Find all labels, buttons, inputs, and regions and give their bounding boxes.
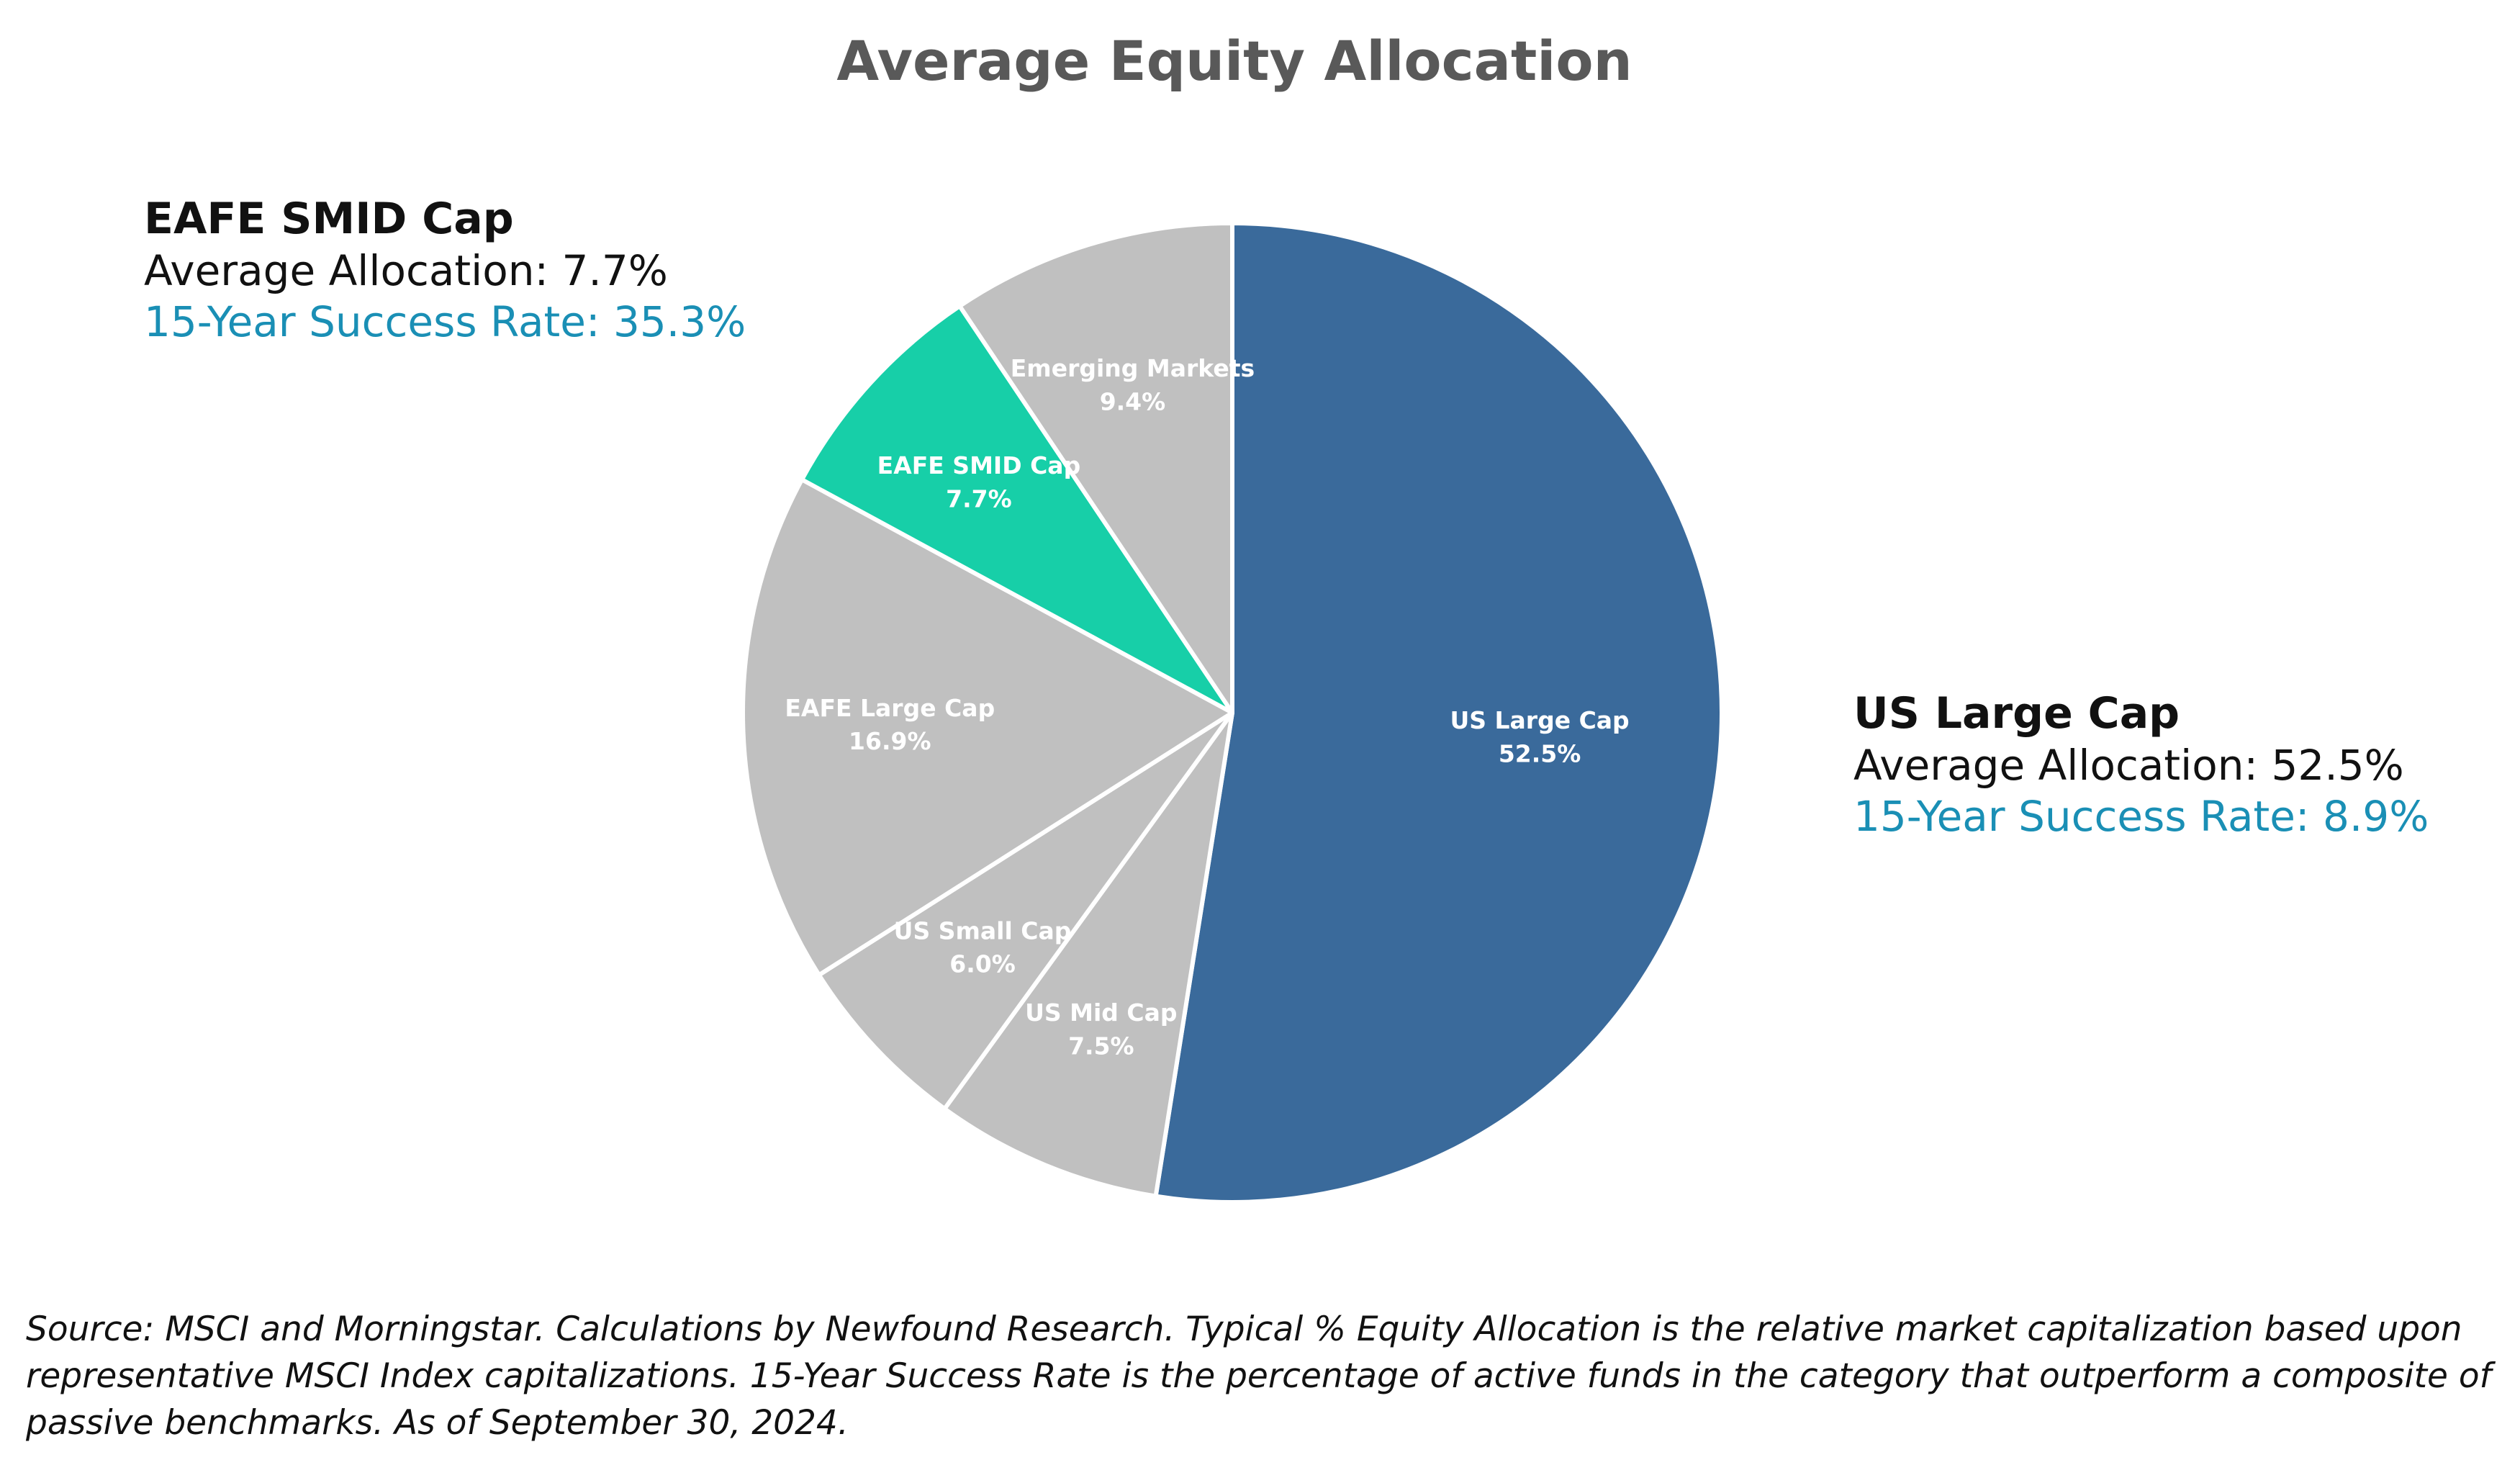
callout-left-success-rate: 15-Year Success Rate: 35.3%	[144, 297, 746, 346]
callout-right-name: US Large Cap	[1853, 688, 2180, 739]
pie-slice-emerging-markets	[957, 221, 1234, 715]
pie-slice-eafe-smid-cap	[800, 304, 1234, 715]
slice-label-name-us-small-cap: US Small Cap	[894, 916, 1072, 945]
slice-label-value-emerging-markets: 9.4%	[1100, 387, 1166, 415]
callout-right-success-rate: 15-Year Success Rate: 8.9%	[1853, 791, 2429, 841]
callout-right-allocation: Average Allocation: 52.5%	[1853, 741, 2404, 790]
slice-label-name-eafe-smid-cap: EAFE SMID Cap	[877, 451, 1081, 479]
slice-label-value-eafe-smid-cap: 7.7%	[946, 484, 1012, 513]
pie-slices	[741, 221, 1724, 1204]
pie-slice-us-mid-cap	[942, 711, 1234, 1199]
slice-label-value-us-large-cap: 52.5%	[1499, 739, 1581, 767]
pie-slice-us-large-cap	[1153, 221, 1724, 1204]
callout-eafe-smid-cap: EAFE SMID Cap Average Allocation: 7.7% 1…	[144, 193, 746, 348]
chart-title: Average Equity Allocation	[836, 29, 1632, 93]
pie-slice-eafe-large-cap	[741, 477, 1234, 978]
slice-label-value-us-mid-cap: 7.5%	[1068, 1032, 1134, 1060]
slice-label-value-us-small-cap: 6.0%	[949, 950, 1016, 978]
pie-slice-labels: US Large Cap 52.5% US Mid Cap 7.5% US Small …	[785, 354, 1629, 1060]
slice-label-name-eafe-large-cap: EAFE Large Cap	[785, 694, 995, 722]
callout-left-allocation: Average Allocation: 7.7%	[144, 246, 668, 296]
slice-label-name-us-mid-cap: US Mid Cap	[1025, 999, 1177, 1027]
slice-label-name-us-large-cap: US Large Cap	[1450, 706, 1629, 734]
source-footnote: Source: MSCI and Morningstar. Calculatio…	[26, 1310, 2492, 1443]
slice-label-value-eafe-large-cap: 16.9%	[849, 727, 931, 755]
callout-us-large-cap: US Large Cap Average Allocation: 52.5% 1…	[1853, 688, 2429, 842]
callout-left-name: EAFE SMID Cap	[144, 194, 514, 244]
pie-slice-us-small-cap	[816, 711, 1234, 1112]
slice-label-name-emerging-markets: Emerging Markets	[1011, 354, 1255, 382]
